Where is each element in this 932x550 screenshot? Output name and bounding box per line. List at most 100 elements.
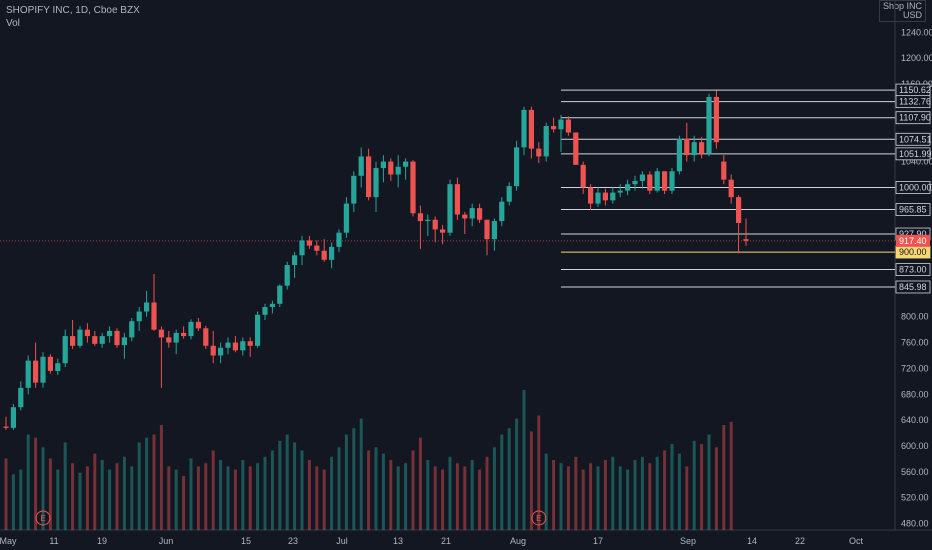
candle-body bbox=[203, 328, 209, 346]
candle-body bbox=[647, 174, 653, 191]
candle-body bbox=[625, 184, 631, 191]
volume-bar bbox=[537, 415, 541, 530]
candle-body bbox=[721, 161, 727, 180]
candle-body bbox=[699, 142, 705, 154]
volume-bar bbox=[152, 434, 156, 530]
candle-body bbox=[447, 184, 453, 233]
candle-body bbox=[432, 219, 438, 230]
volume-bar bbox=[463, 466, 467, 530]
volume-bar bbox=[278, 440, 282, 530]
candle-body bbox=[573, 132, 579, 165]
volume-bar bbox=[655, 456, 659, 530]
level-label: 1074.51 bbox=[899, 134, 932, 144]
volume-bar bbox=[485, 456, 489, 530]
candle-body bbox=[10, 407, 16, 428]
volume-bar bbox=[722, 425, 726, 530]
y-tick-label: 1240.00 bbox=[901, 27, 932, 37]
volume-bar bbox=[285, 434, 289, 530]
volume-bar bbox=[108, 469, 112, 530]
x-tick-label: Jun bbox=[159, 536, 174, 546]
volume-bar bbox=[233, 469, 237, 530]
candle-body bbox=[736, 197, 742, 223]
volume-bar bbox=[182, 475, 186, 530]
candle-body bbox=[706, 96, 712, 154]
volume-label: Vol bbox=[6, 18, 20, 29]
level-label-box bbox=[895, 95, 931, 109]
volume-bar bbox=[352, 428, 356, 530]
candle-body bbox=[262, 307, 268, 315]
volume-bar bbox=[648, 463, 652, 530]
x-tick-label: 11 bbox=[49, 536, 58, 546]
volume-bar bbox=[56, 469, 60, 530]
volume-bar bbox=[337, 447, 341, 530]
volume-bar bbox=[418, 437, 422, 530]
candle-body bbox=[284, 265, 290, 286]
candle-body bbox=[47, 356, 53, 371]
volume-bar bbox=[196, 466, 200, 530]
candle-body bbox=[536, 148, 542, 157]
candle-body bbox=[188, 321, 194, 337]
level-label: 845.98 bbox=[899, 282, 927, 292]
volume-bar bbox=[426, 460, 430, 530]
currency-line2: USD bbox=[902, 10, 922, 20]
volume-bar bbox=[522, 390, 526, 530]
volume-bar bbox=[122, 456, 126, 530]
candle-body bbox=[639, 174, 645, 181]
volume-bar bbox=[404, 463, 408, 530]
volume-bar bbox=[174, 469, 178, 530]
earnings-marker bbox=[531, 510, 547, 526]
candle-body bbox=[610, 192, 616, 201]
volume-bar bbox=[507, 428, 511, 530]
candle-body bbox=[299, 240, 305, 256]
candle-body bbox=[336, 232, 342, 247]
level-label: 927.90 bbox=[899, 229, 927, 239]
earnings-label: E bbox=[40, 514, 45, 523]
volume-bar bbox=[293, 442, 297, 530]
candle-body bbox=[306, 240, 312, 246]
y-tick-label: 720.00 bbox=[901, 363, 929, 373]
level-label: 1150.62 bbox=[899, 85, 931, 95]
candle-body bbox=[395, 166, 401, 175]
candle-body bbox=[380, 161, 386, 169]
level-label-box bbox=[895, 181, 931, 194]
x-tick-label: Jul bbox=[336, 536, 348, 546]
candle-body bbox=[440, 229, 446, 233]
candle-body bbox=[514, 147, 520, 187]
earnings-label: E bbox=[536, 514, 541, 523]
x-tick-label: Sep bbox=[680, 536, 696, 546]
candle-body bbox=[410, 161, 416, 214]
candle-body bbox=[491, 221, 497, 240]
candle-body bbox=[40, 356, 46, 383]
candle-body bbox=[158, 329, 164, 338]
currency-line1: Shop INC bbox=[882, 1, 922, 11]
candle-body bbox=[92, 336, 98, 344]
volume-bar bbox=[248, 466, 252, 530]
volume-bar bbox=[685, 466, 689, 530]
candle-body bbox=[558, 119, 564, 130]
last-price-label: 917.40 bbox=[899, 236, 927, 246]
candle-body bbox=[506, 186, 512, 202]
x-tick-label: 17 bbox=[593, 536, 603, 546]
volume-bar bbox=[71, 463, 75, 530]
candle-body bbox=[417, 213, 423, 222]
volume-bar bbox=[270, 450, 274, 530]
candle-body bbox=[18, 387, 24, 408]
volume-bar bbox=[633, 460, 637, 530]
candle-body bbox=[3, 426, 9, 428]
volume-bar bbox=[26, 434, 30, 530]
volume-bar bbox=[85, 466, 89, 530]
level-label-box bbox=[895, 132, 931, 146]
currency-badge[interactable]: Shop INC USD bbox=[878, 0, 926, 22]
level-label: 1132.76 bbox=[899, 97, 931, 107]
level-label: 873.00 bbox=[899, 265, 927, 275]
level-label: 1051.99 bbox=[899, 149, 932, 159]
volume-bar bbox=[455, 463, 459, 530]
candle-body bbox=[388, 161, 394, 175]
candle-body bbox=[484, 219, 490, 240]
candle-body bbox=[602, 192, 608, 201]
candle-body bbox=[292, 255, 298, 265]
candle-body bbox=[277, 285, 283, 304]
candle-body bbox=[454, 184, 460, 215]
candle-body bbox=[255, 314, 261, 346]
